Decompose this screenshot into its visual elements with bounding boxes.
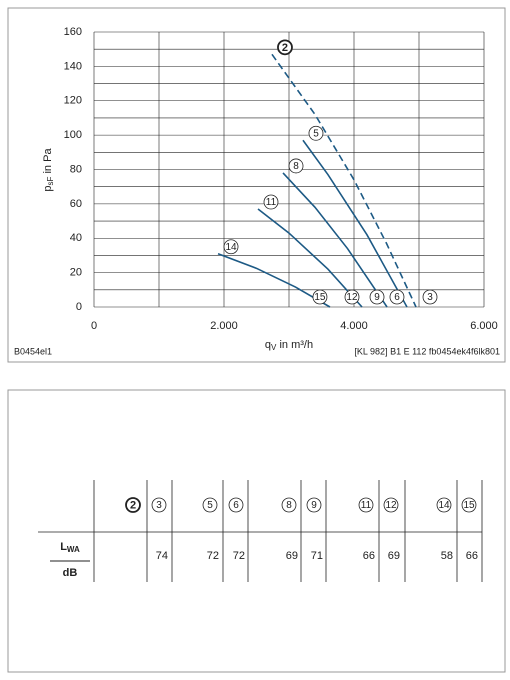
chart-frame: [7, 7, 506, 363]
curve-label: 11: [266, 197, 277, 208]
y-tick-label: 140: [64, 60, 82, 72]
y-tick-label: 80: [70, 163, 82, 175]
curve: [271, 53, 417, 308]
table-frame: [7, 389, 506, 673]
value-cell: 66: [466, 550, 478, 562]
curve-label-circle: [277, 39, 293, 56]
code-left: B0454el1: [14, 346, 52, 356]
y-axis-label: psF in Pa: [42, 148, 55, 192]
x-tick-label: 2.000: [210, 320, 238, 332]
header-cell-circle: [383, 497, 399, 513]
y-tick-label: 40: [70, 232, 82, 244]
header-cell: 9: [311, 500, 317, 511]
header-cell-circle: [461, 497, 477, 513]
value-cell: 72: [207, 550, 219, 562]
header-cell: 8: [286, 500, 292, 511]
header-cell: 5: [207, 500, 213, 511]
header-cell-circle: [202, 497, 218, 513]
value-cell: 69: [388, 550, 400, 562]
header-cell-circle: [436, 497, 452, 513]
value-cell: 58: [441, 550, 453, 562]
header-cell: 3: [156, 500, 162, 511]
end-label: 3: [427, 292, 433, 303]
value-cell: 66: [363, 550, 375, 562]
header-cell: 15: [463, 500, 475, 511]
header-cell: 12: [385, 500, 397, 511]
x-tick-label: 0: [91, 320, 97, 332]
y-tick-label: 100: [64, 129, 82, 141]
curve-label: 2: [282, 42, 288, 54]
header-cell-circle: [228, 497, 244, 513]
row-unit: dB: [63, 567, 78, 579]
y-tick-label: 0: [76, 301, 82, 313]
value-cell: 71: [311, 550, 323, 562]
end-label: 6: [394, 292, 400, 303]
value-cell: 72: [233, 550, 245, 562]
curve-label-circle: [263, 194, 279, 210]
y-tick-label: 60: [70, 198, 82, 210]
header-cell: 11: [361, 500, 372, 511]
header-cell-circle: [306, 497, 322, 513]
curve-label-circle: [288, 158, 304, 174]
curve-label: 5: [313, 128, 319, 139]
curve: [257, 208, 363, 308]
x-tick-label: 4.000: [340, 320, 368, 332]
header-cell-circle: [281, 497, 297, 513]
header-cell-circle: [125, 497, 141, 513]
curve-label: 8: [293, 161, 299, 172]
end-label: 9: [374, 292, 380, 303]
end-label-circle: [422, 289, 438, 305]
curve: [302, 139, 408, 308]
x-axis-label: qV in m³/h: [265, 339, 313, 352]
header-cell-circle: [151, 497, 167, 513]
end-label: 12: [346, 292, 358, 303]
row-label: LWA: [60, 541, 80, 554]
curve-label-circle: [223, 239, 239, 255]
end-label-circle: [389, 289, 405, 305]
header-cell: 2: [130, 499, 136, 511]
y-tick-label: 20: [70, 267, 82, 279]
end-label-circle: [369, 289, 385, 305]
end-label-circle: [312, 289, 328, 305]
header-cell: 6: [233, 500, 239, 511]
y-tick-label: 120: [64, 95, 82, 107]
curve-label-circle: [308, 125, 324, 141]
header-cell-circle: [358, 497, 374, 513]
end-label: 15: [314, 292, 326, 303]
y-tick-label: 160: [64, 26, 82, 38]
curve-label: 14: [225, 242, 237, 253]
header-cell: 14: [438, 500, 450, 511]
value-cell: 74: [156, 550, 168, 562]
code-right: [KL 982] B1 E 112 fb0454ek4f6lk801: [354, 346, 500, 356]
x-tick-label: 6.000: [470, 320, 498, 332]
curve: [282, 172, 388, 308]
value-cell: 69: [286, 550, 298, 562]
end-label-circle: [344, 289, 360, 305]
